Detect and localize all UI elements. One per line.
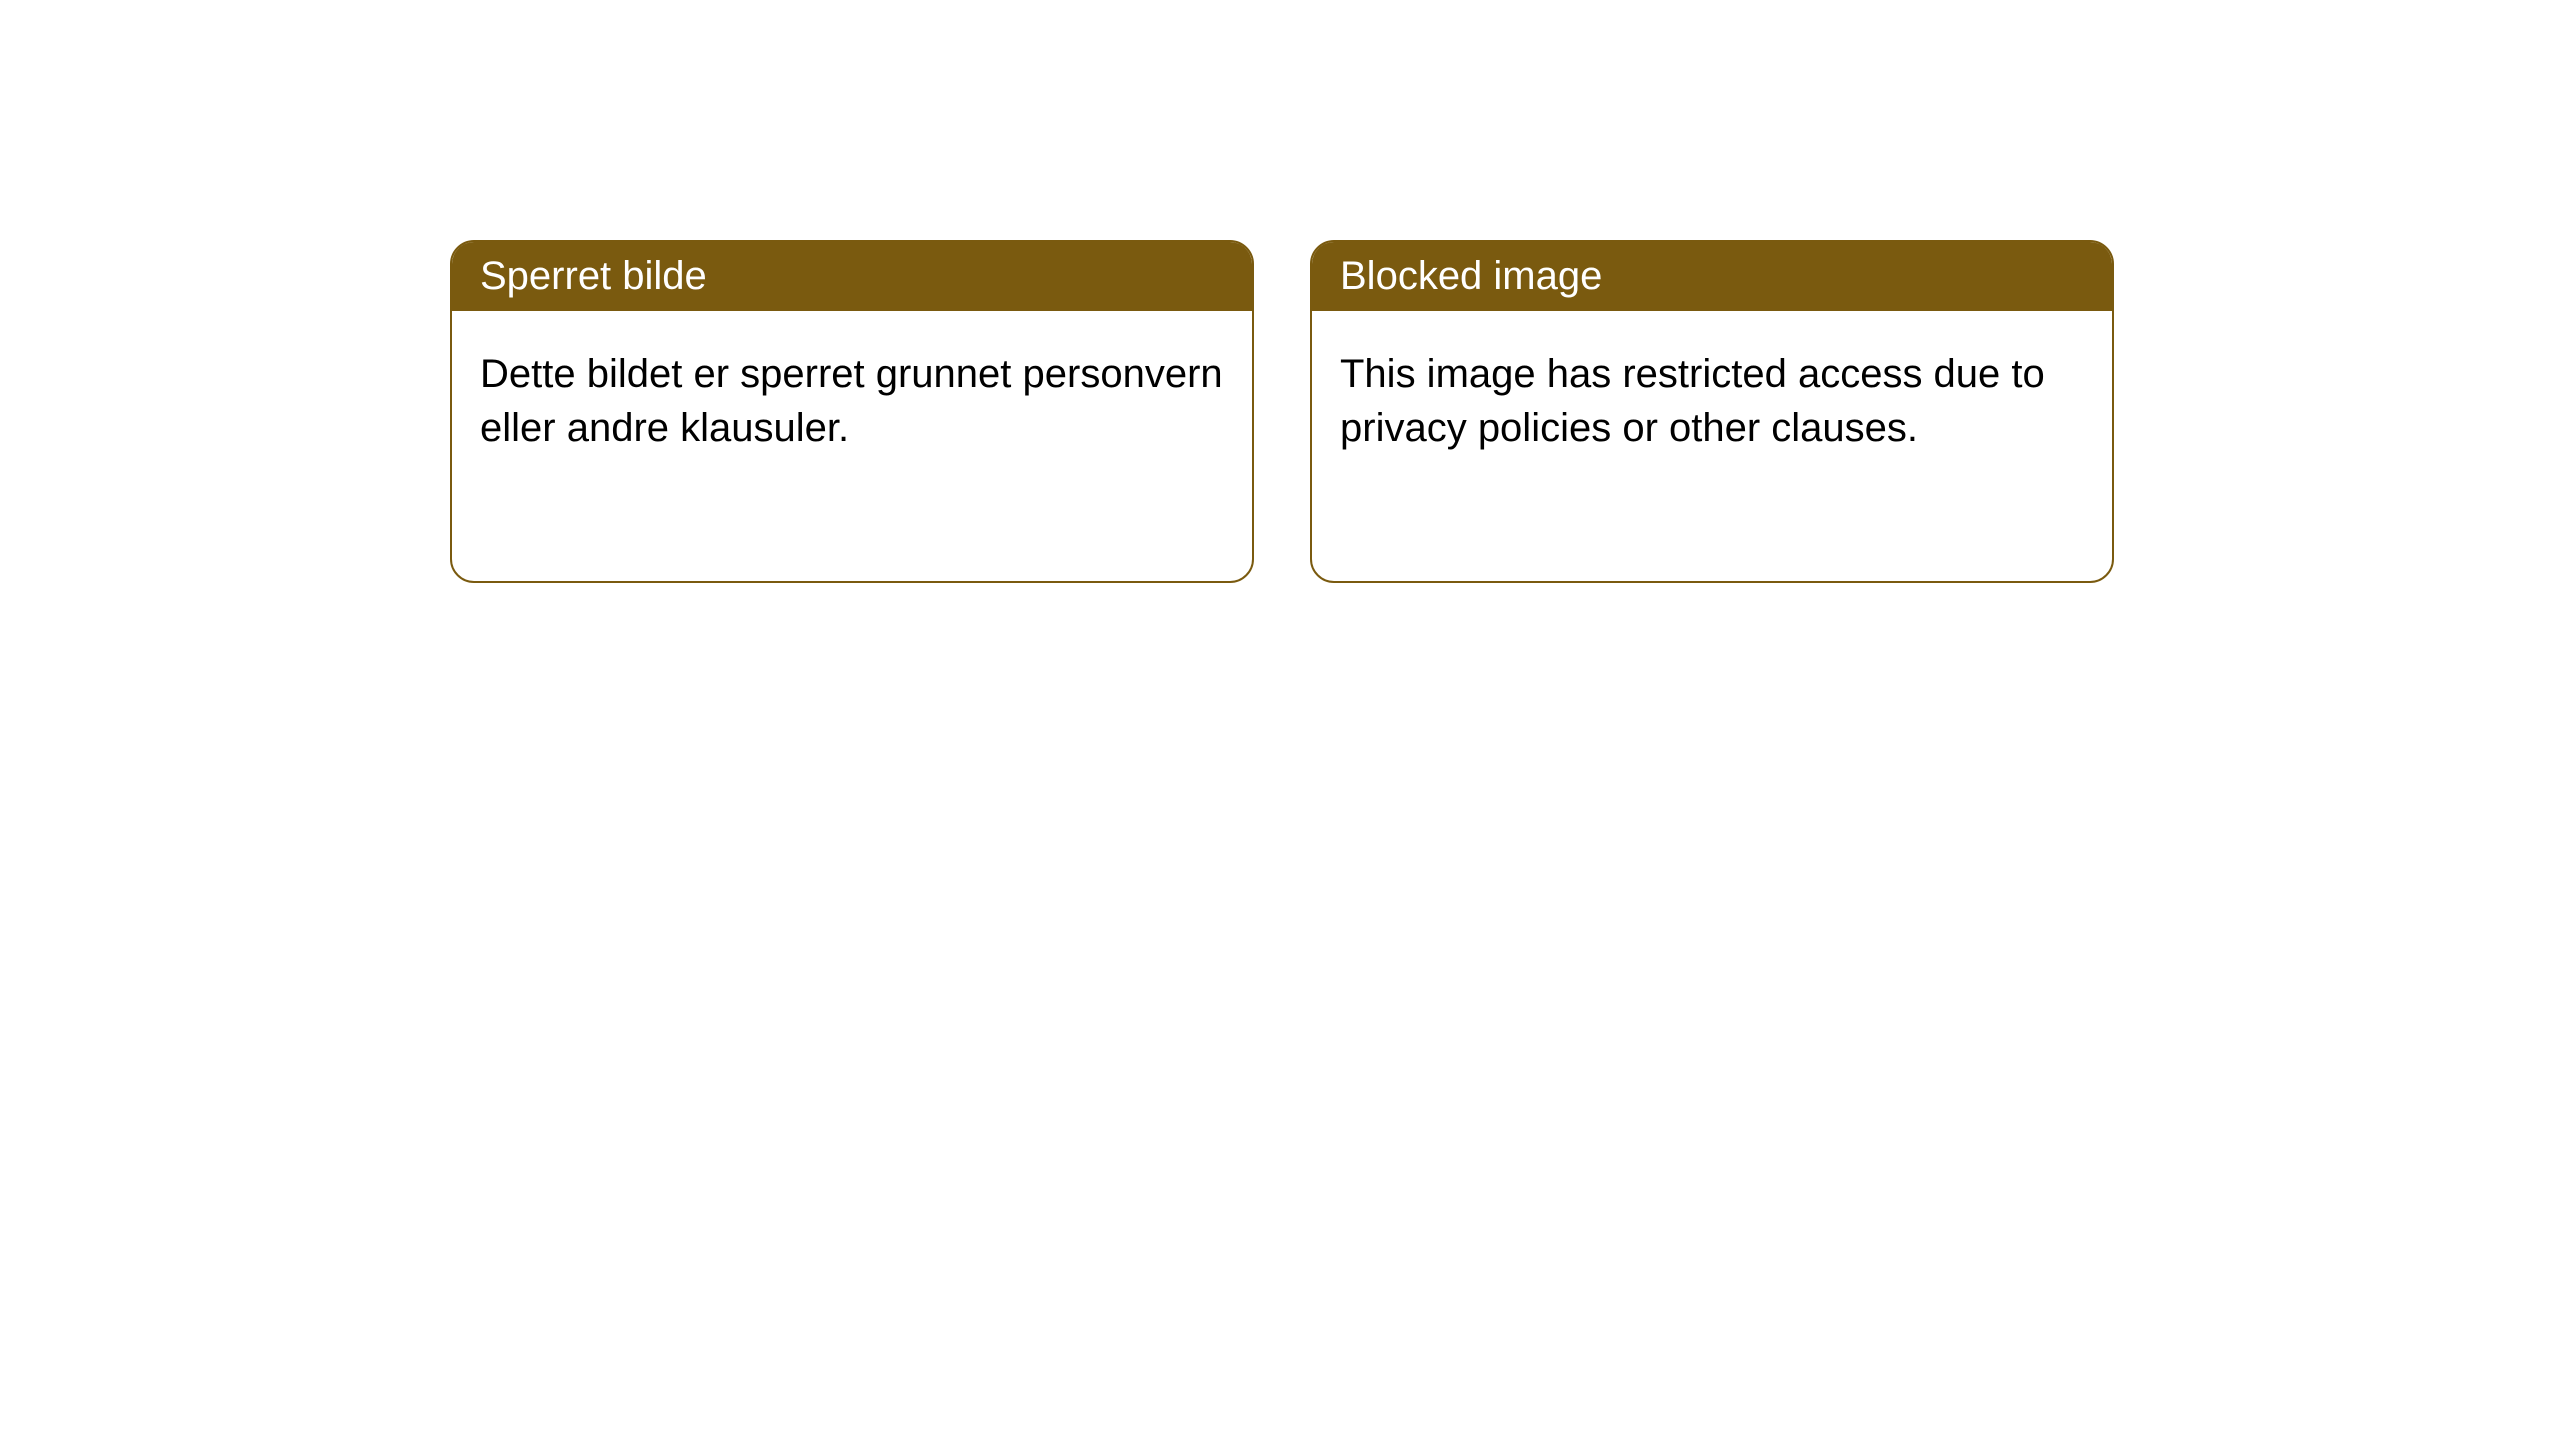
notice-card-english: Blocked image This image has restricted … [1310, 240, 2114, 583]
notice-body: Dette bildet er sperret grunnet personve… [452, 311, 1252, 581]
notice-title: Sperret bilde [452, 242, 1252, 311]
notice-body: This image has restricted access due to … [1312, 311, 2112, 581]
notice-card-norwegian: Sperret bilde Dette bildet er sperret gr… [450, 240, 1254, 583]
notice-title: Blocked image [1312, 242, 2112, 311]
notice-container: Sperret bilde Dette bildet er sperret gr… [0, 0, 2560, 583]
